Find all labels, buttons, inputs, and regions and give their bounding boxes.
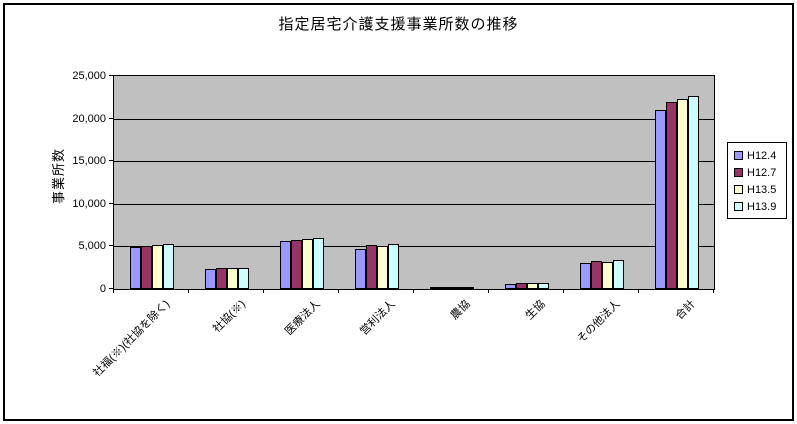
bar-H13.5 bbox=[302, 239, 313, 289]
bar-H13.9 bbox=[538, 283, 549, 289]
bar-H12.7 bbox=[141, 246, 152, 289]
y-tick-mark bbox=[109, 288, 113, 289]
bar-H13.5 bbox=[527, 283, 538, 289]
bar-H12.4 bbox=[355, 249, 366, 289]
x-axis: 社福(※)(社協を除く) 社協(※) 医療法人 営利法人 農協 生協 その他法人 合計 bbox=[92, 289, 714, 419]
y-tick-label: 5,000 bbox=[78, 240, 106, 252]
plot-area bbox=[113, 75, 715, 290]
legend-label: H12.4 bbox=[747, 149, 777, 162]
legend-entry: H13.5 bbox=[734, 181, 784, 198]
bar-H12.7 bbox=[216, 268, 227, 289]
legend-swatch bbox=[734, 202, 743, 211]
chart-title: 指定居宅介護支援事業所数の推移 bbox=[278, 16, 519, 33]
bar-H12.4 bbox=[130, 247, 141, 289]
legend-entry: H13.9 bbox=[734, 198, 784, 215]
bar-H12.4 bbox=[280, 241, 291, 289]
x-tick-mark bbox=[413, 289, 414, 293]
gridline bbox=[114, 119, 714, 120]
bar-H13.5 bbox=[602, 262, 613, 289]
bar-H12.7 bbox=[291, 240, 302, 289]
y-tick-mark bbox=[109, 118, 113, 119]
legend: H12.4 H12.7 H13.5 H13.9 bbox=[727, 142, 787, 219]
x-tick-mark bbox=[338, 289, 339, 293]
bar-H13.9 bbox=[163, 244, 174, 289]
bar-H12.7 bbox=[591, 261, 602, 289]
y-tick-label: 20,000 bbox=[72, 113, 106, 125]
y-tick-label: 15,000 bbox=[72, 155, 106, 167]
legend-label: H12.7 bbox=[747, 166, 777, 179]
bar-H12.7 bbox=[366, 245, 377, 289]
x-tick-mark bbox=[488, 289, 489, 293]
bar-H13.5 bbox=[377, 246, 388, 289]
category-label: 農協 bbox=[448, 298, 473, 323]
y-tick-label: 0 bbox=[99, 283, 106, 295]
bar-H13.9 bbox=[313, 238, 324, 289]
y-tick-mark bbox=[109, 203, 113, 204]
y-axis: 0 5,000 10,000 15,000 20,000 25,000 bbox=[0, 70, 113, 295]
bar-H13.9 bbox=[688, 96, 699, 289]
y-tick-mark bbox=[109, 245, 113, 246]
bar-H12.4 bbox=[580, 263, 591, 289]
bar-H13.5 bbox=[152, 245, 163, 289]
y-tick-label: 25,000 bbox=[72, 70, 106, 82]
y-tick-mark bbox=[109, 160, 113, 161]
legend-label: H13.9 bbox=[747, 200, 777, 213]
gridline bbox=[114, 204, 714, 205]
legend-entry: H12.7 bbox=[734, 164, 784, 181]
category-label: 社福(※)(社協を除く) bbox=[91, 298, 173, 380]
bar-H12.7 bbox=[441, 287, 452, 289]
category-label: 合計 bbox=[673, 298, 698, 323]
category-label: その他法人 bbox=[575, 298, 623, 346]
bar-H13.5 bbox=[452, 287, 463, 289]
bar-H13.9 bbox=[238, 268, 249, 289]
bar-H13.9 bbox=[388, 244, 399, 289]
x-tick-mark bbox=[113, 289, 114, 293]
category-label: 社協(※) bbox=[210, 298, 248, 336]
legend-swatch bbox=[734, 151, 743, 160]
gridline bbox=[114, 161, 714, 162]
bar-H12.7 bbox=[516, 283, 527, 289]
category-label: 医療法人 bbox=[283, 298, 323, 338]
category-label: 生協 bbox=[523, 298, 548, 323]
y-tick-mark bbox=[109, 75, 113, 76]
y-tick-label: 10,000 bbox=[72, 198, 106, 210]
x-tick-mark bbox=[263, 289, 264, 293]
category-label: 営利法人 bbox=[358, 298, 398, 338]
x-tick-mark bbox=[713, 289, 714, 293]
bar-H13.5 bbox=[677, 99, 688, 289]
x-tick-mark bbox=[638, 289, 639, 293]
bar-H12.4 bbox=[205, 269, 216, 289]
x-tick-mark bbox=[563, 289, 564, 293]
bar-H12.4 bbox=[655, 110, 666, 289]
bar-H12.4 bbox=[430, 287, 441, 289]
legend-label: H13.5 bbox=[747, 183, 777, 196]
bar-H12.4 bbox=[505, 284, 516, 289]
bar-H13.9 bbox=[613, 260, 624, 289]
bar-H13.5 bbox=[227, 268, 238, 289]
legend-swatch bbox=[734, 185, 743, 194]
gridline bbox=[114, 246, 714, 247]
bar-H12.7 bbox=[666, 102, 677, 289]
bar-H13.9 bbox=[463, 287, 474, 289]
legend-swatch bbox=[734, 168, 743, 177]
x-tick-mark bbox=[188, 289, 189, 293]
legend-entry: H12.4 bbox=[734, 147, 784, 164]
